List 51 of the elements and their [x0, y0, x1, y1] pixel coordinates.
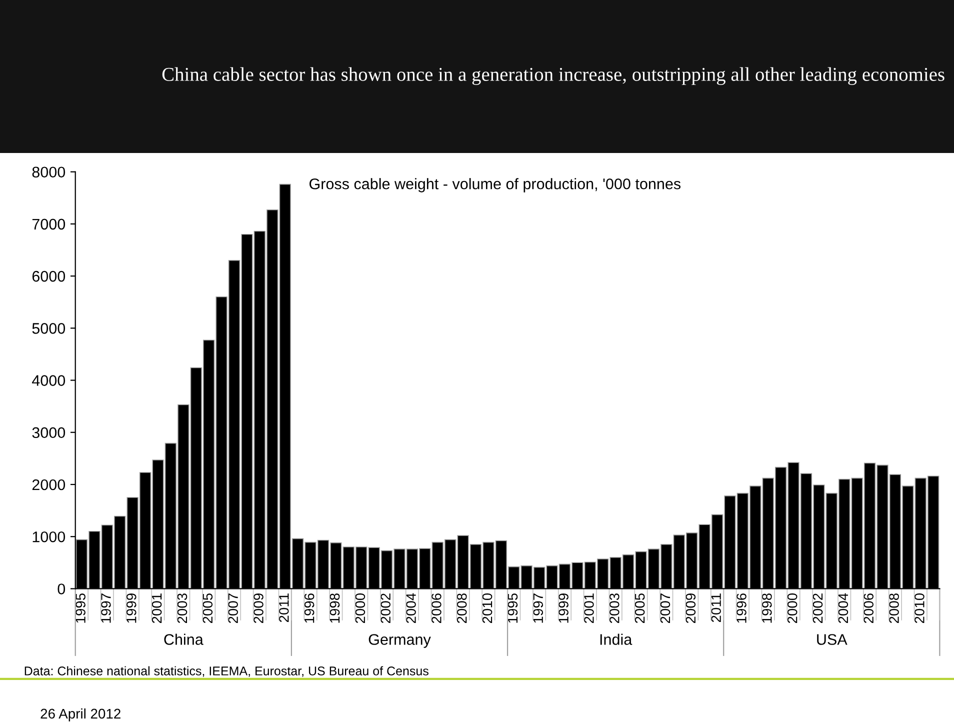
x-tick-label: 1999	[126, 594, 136, 623]
y-tick-label: 2000	[32, 479, 66, 490]
x-tick-label: 2005	[202, 593, 213, 624]
x-tick-label: 2001	[584, 594, 594, 624]
x-tick-label: 1998	[762, 593, 772, 623]
x-tick-label: 2003	[177, 593, 188, 624]
x-tick-label: 2001	[152, 594, 162, 624]
x-tick-label: 2003	[609, 593, 620, 624]
y-tick-label: 1000	[32, 531, 66, 542]
x-tick-label: 1997	[101, 594, 111, 623]
x-tick-label: 1995	[76, 593, 86, 623]
y-tick-label: 4000	[32, 375, 66, 386]
y-tick-label: 3000	[32, 427, 66, 438]
y-tick-label: 6000	[32, 270, 66, 282]
x-tick-label: 1999	[558, 594, 568, 623]
x-tick-label: 1996	[736, 593, 746, 623]
text: Data: Chinese national statistics, IEEMA, Eurostar, US Bureau of Census	[24, 666, 428, 677]
x-tick-label: 2004	[406, 593, 416, 624]
x-tick-label: 2010	[482, 593, 492, 624]
x-tick-label: 1997	[533, 594, 544, 623]
x-tick-label: 2007	[228, 594, 238, 624]
x-tick-label: 2002	[812, 594, 823, 624]
x-tick-label: 2011	[278, 594, 289, 622]
text: Germany	[368, 634, 431, 648]
x-tick-label: 2009	[686, 594, 696, 624]
x-tick-label: 2009	[254, 594, 264, 624]
y-tick-label: 8000	[32, 166, 66, 178]
x-tick-label: 2002	[380, 594, 391, 624]
chart-title: China cable sector has shown once in a generation increase, outstripping all other leading economies	[162, 67, 944, 85]
x-tick-label: 2000	[355, 593, 366, 624]
text: 26 April 2012	[40, 708, 120, 722]
x-tick-label: 2006	[864, 593, 874, 624]
x-tick-label: 1996	[304, 593, 314, 623]
x-tick-label: 2008	[889, 593, 899, 624]
y-tick-label: 0	[58, 584, 66, 594]
text: India	[600, 634, 632, 645]
text: USA	[817, 634, 848, 645]
x-tick-label: 1998	[330, 593, 340, 623]
y-tick-label: 7000	[32, 218, 66, 230]
x-tick-label: 2007	[660, 594, 670, 624]
annotation: Gross cable weight - volume of production, '000 tonnes	[310, 178, 681, 192]
text: China	[164, 634, 204, 645]
x-tick-label: 2008	[456, 593, 467, 624]
x-tick-label: 2005	[634, 593, 645, 624]
x-tick-label: 2011	[711, 594, 721, 622]
x-tick-label: 2004	[838, 593, 848, 624]
x-tick-label: 1995	[508, 593, 518, 623]
x-tick-label: 2010	[914, 593, 924, 624]
x-tick-label: 2000	[787, 593, 798, 624]
y-tick-label: 5000	[32, 323, 66, 334]
x-tick-label: 2006	[432, 593, 442, 624]
